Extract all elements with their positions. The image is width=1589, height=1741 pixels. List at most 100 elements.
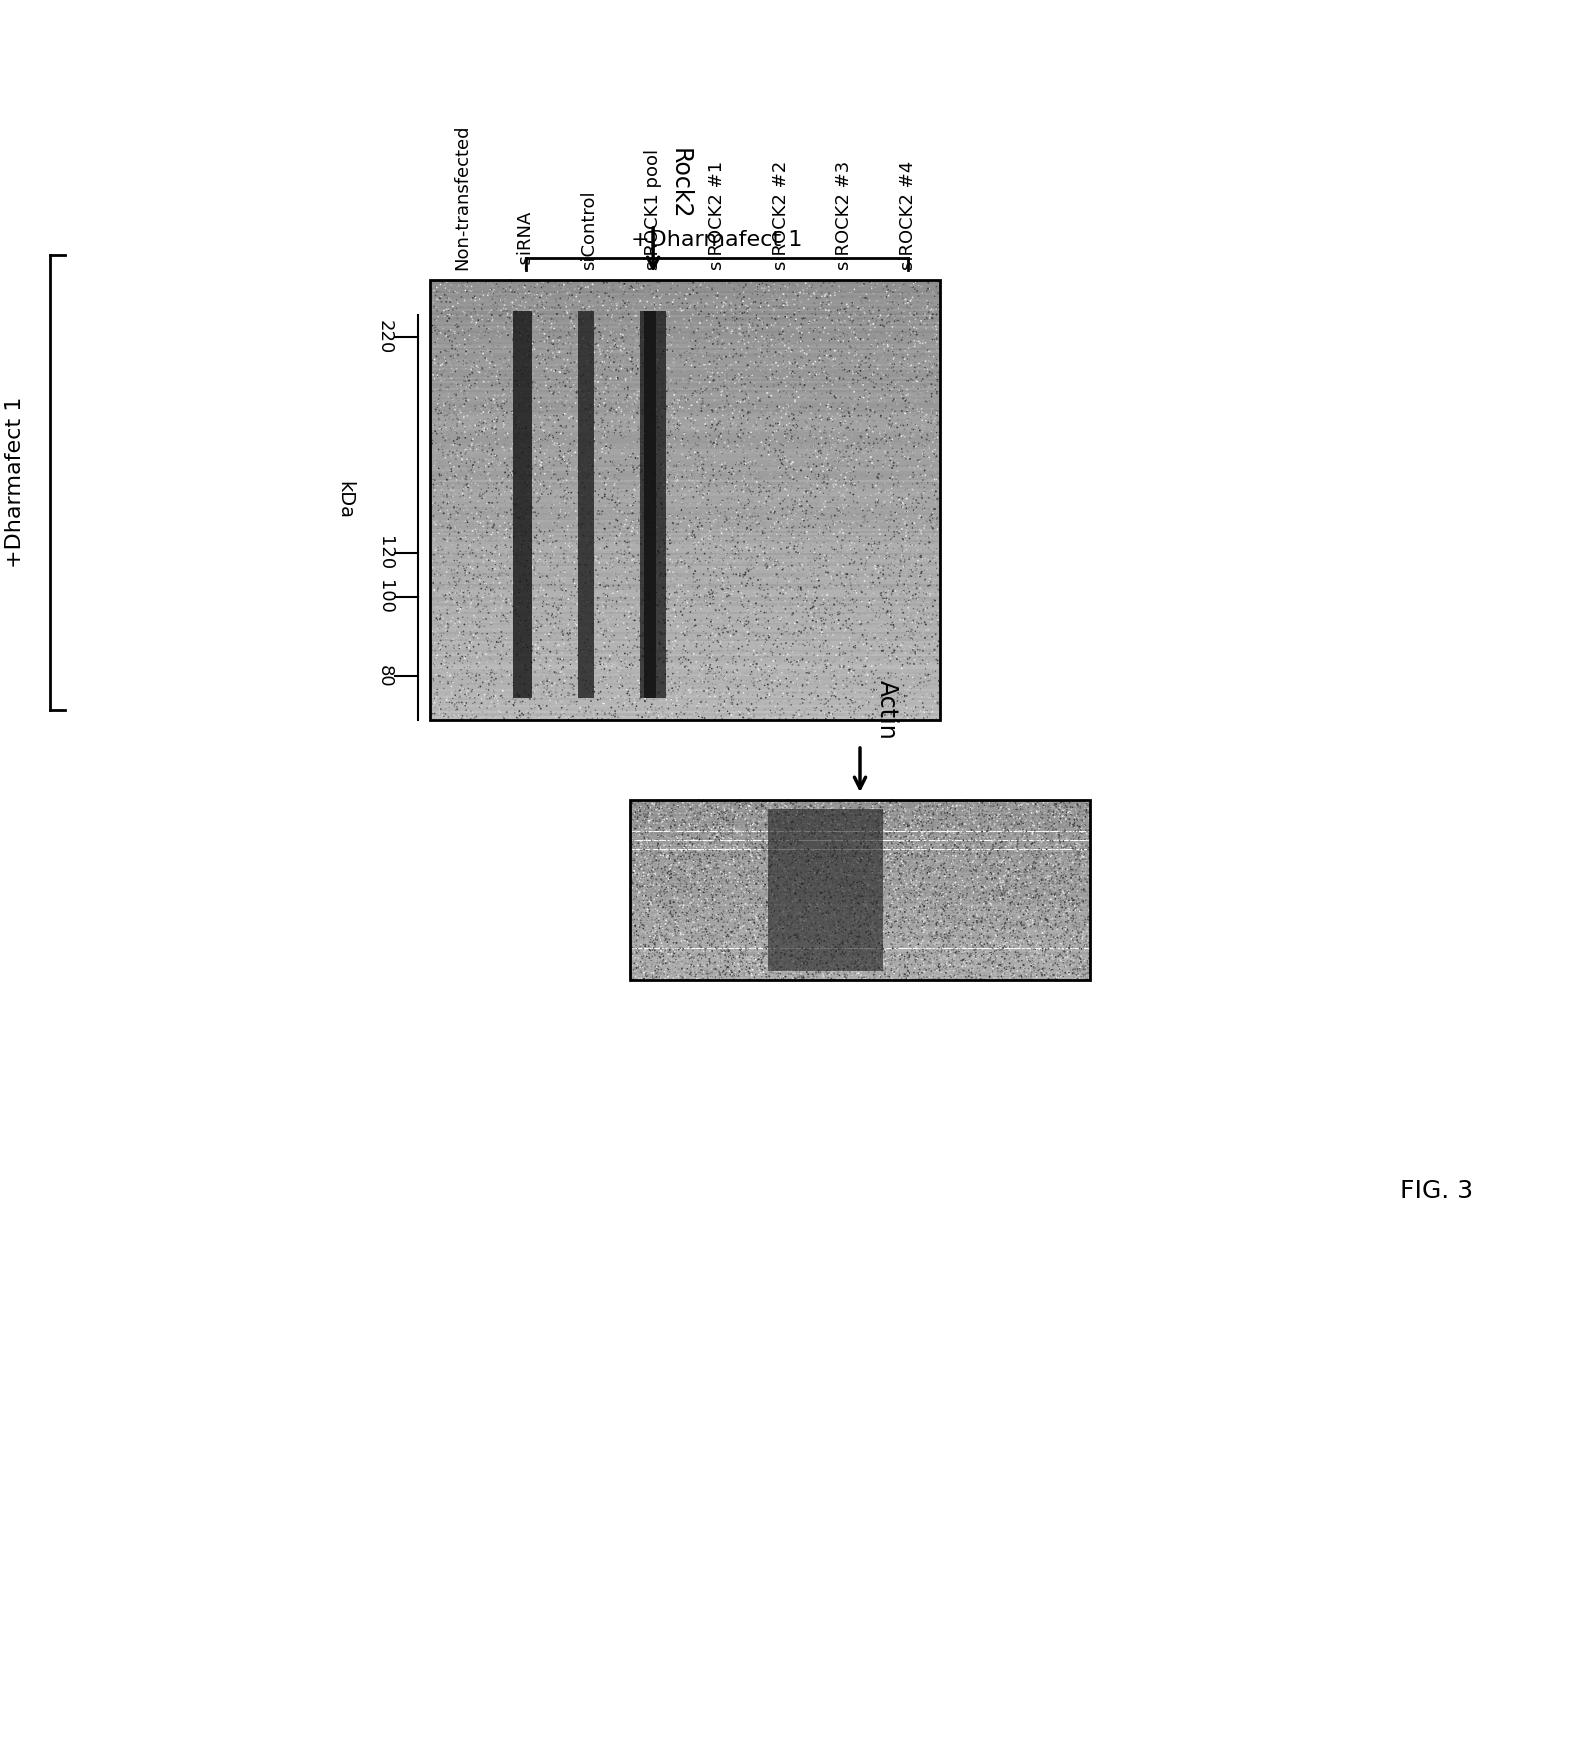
Point xyxy=(839,571,864,599)
Point xyxy=(818,893,844,921)
Point xyxy=(497,338,523,366)
Point xyxy=(880,935,906,963)
Point xyxy=(783,554,809,581)
Point xyxy=(426,588,451,616)
Point xyxy=(535,322,561,350)
Point xyxy=(769,639,794,667)
Point xyxy=(434,374,459,402)
Point xyxy=(698,817,723,844)
Point xyxy=(858,312,883,339)
Point xyxy=(650,869,675,897)
Point xyxy=(774,916,799,944)
Point xyxy=(825,902,850,930)
Point xyxy=(685,388,710,416)
Point xyxy=(629,938,655,966)
Point xyxy=(912,954,938,982)
Point xyxy=(702,494,728,522)
Point xyxy=(1011,843,1036,870)
Point xyxy=(737,839,763,867)
Point xyxy=(1020,883,1046,911)
Point xyxy=(671,940,696,968)
Point xyxy=(656,923,682,951)
Point xyxy=(918,611,944,639)
Point xyxy=(760,851,785,879)
Point xyxy=(863,353,888,381)
Point xyxy=(731,808,756,836)
Point xyxy=(794,930,820,958)
Point xyxy=(688,944,713,971)
Point xyxy=(474,453,499,481)
Point xyxy=(639,874,664,902)
Point xyxy=(852,366,877,393)
Point xyxy=(709,822,734,850)
Point xyxy=(847,923,872,951)
Point xyxy=(791,926,817,954)
Point xyxy=(880,797,906,825)
Point xyxy=(586,669,612,696)
Point xyxy=(424,555,450,583)
Point xyxy=(879,479,904,507)
Point xyxy=(906,397,931,425)
Point xyxy=(903,385,928,413)
Point xyxy=(663,874,688,902)
Point xyxy=(1028,797,1054,825)
Point xyxy=(1026,949,1052,977)
Point xyxy=(548,470,574,498)
Point xyxy=(912,474,938,501)
Bar xyxy=(431,324,941,326)
Point xyxy=(903,921,928,949)
Point xyxy=(890,599,915,627)
Point xyxy=(988,792,1014,820)
Point xyxy=(774,893,799,921)
Point xyxy=(621,674,647,702)
Point xyxy=(647,599,672,627)
Point xyxy=(790,935,815,963)
Point xyxy=(845,897,871,924)
Point xyxy=(856,900,882,928)
Point xyxy=(621,298,647,326)
Point xyxy=(1019,935,1044,963)
Point xyxy=(745,923,771,951)
Point xyxy=(866,839,891,867)
Point xyxy=(648,806,674,834)
Point xyxy=(845,670,871,698)
Point xyxy=(922,521,947,548)
Point xyxy=(667,279,693,306)
Point xyxy=(767,909,793,937)
Point xyxy=(769,905,794,933)
Point xyxy=(872,388,898,416)
Point xyxy=(742,872,767,900)
Point xyxy=(850,289,876,317)
Point xyxy=(679,411,704,439)
Point xyxy=(510,594,535,622)
Point xyxy=(915,886,941,914)
Point xyxy=(941,827,966,855)
Point xyxy=(535,571,561,599)
Point xyxy=(640,949,666,977)
Point xyxy=(906,484,931,512)
Point xyxy=(728,608,753,635)
Point xyxy=(1057,891,1082,919)
Point xyxy=(632,958,658,985)
Point xyxy=(766,529,791,557)
Point xyxy=(558,514,583,541)
Point xyxy=(1006,862,1031,890)
Point xyxy=(767,446,793,474)
Point xyxy=(871,937,896,965)
Point xyxy=(912,634,938,662)
Point xyxy=(883,924,909,952)
Point xyxy=(756,679,782,707)
Point xyxy=(674,454,699,482)
Point xyxy=(858,362,883,390)
Point xyxy=(763,331,788,359)
Point xyxy=(896,907,922,935)
Point xyxy=(933,804,958,832)
Point xyxy=(669,644,694,672)
Point xyxy=(904,879,930,907)
Point xyxy=(1050,947,1076,975)
Point xyxy=(740,931,766,959)
Point xyxy=(655,468,680,496)
Point xyxy=(702,677,728,705)
Point xyxy=(984,843,1009,870)
Point xyxy=(575,514,601,541)
